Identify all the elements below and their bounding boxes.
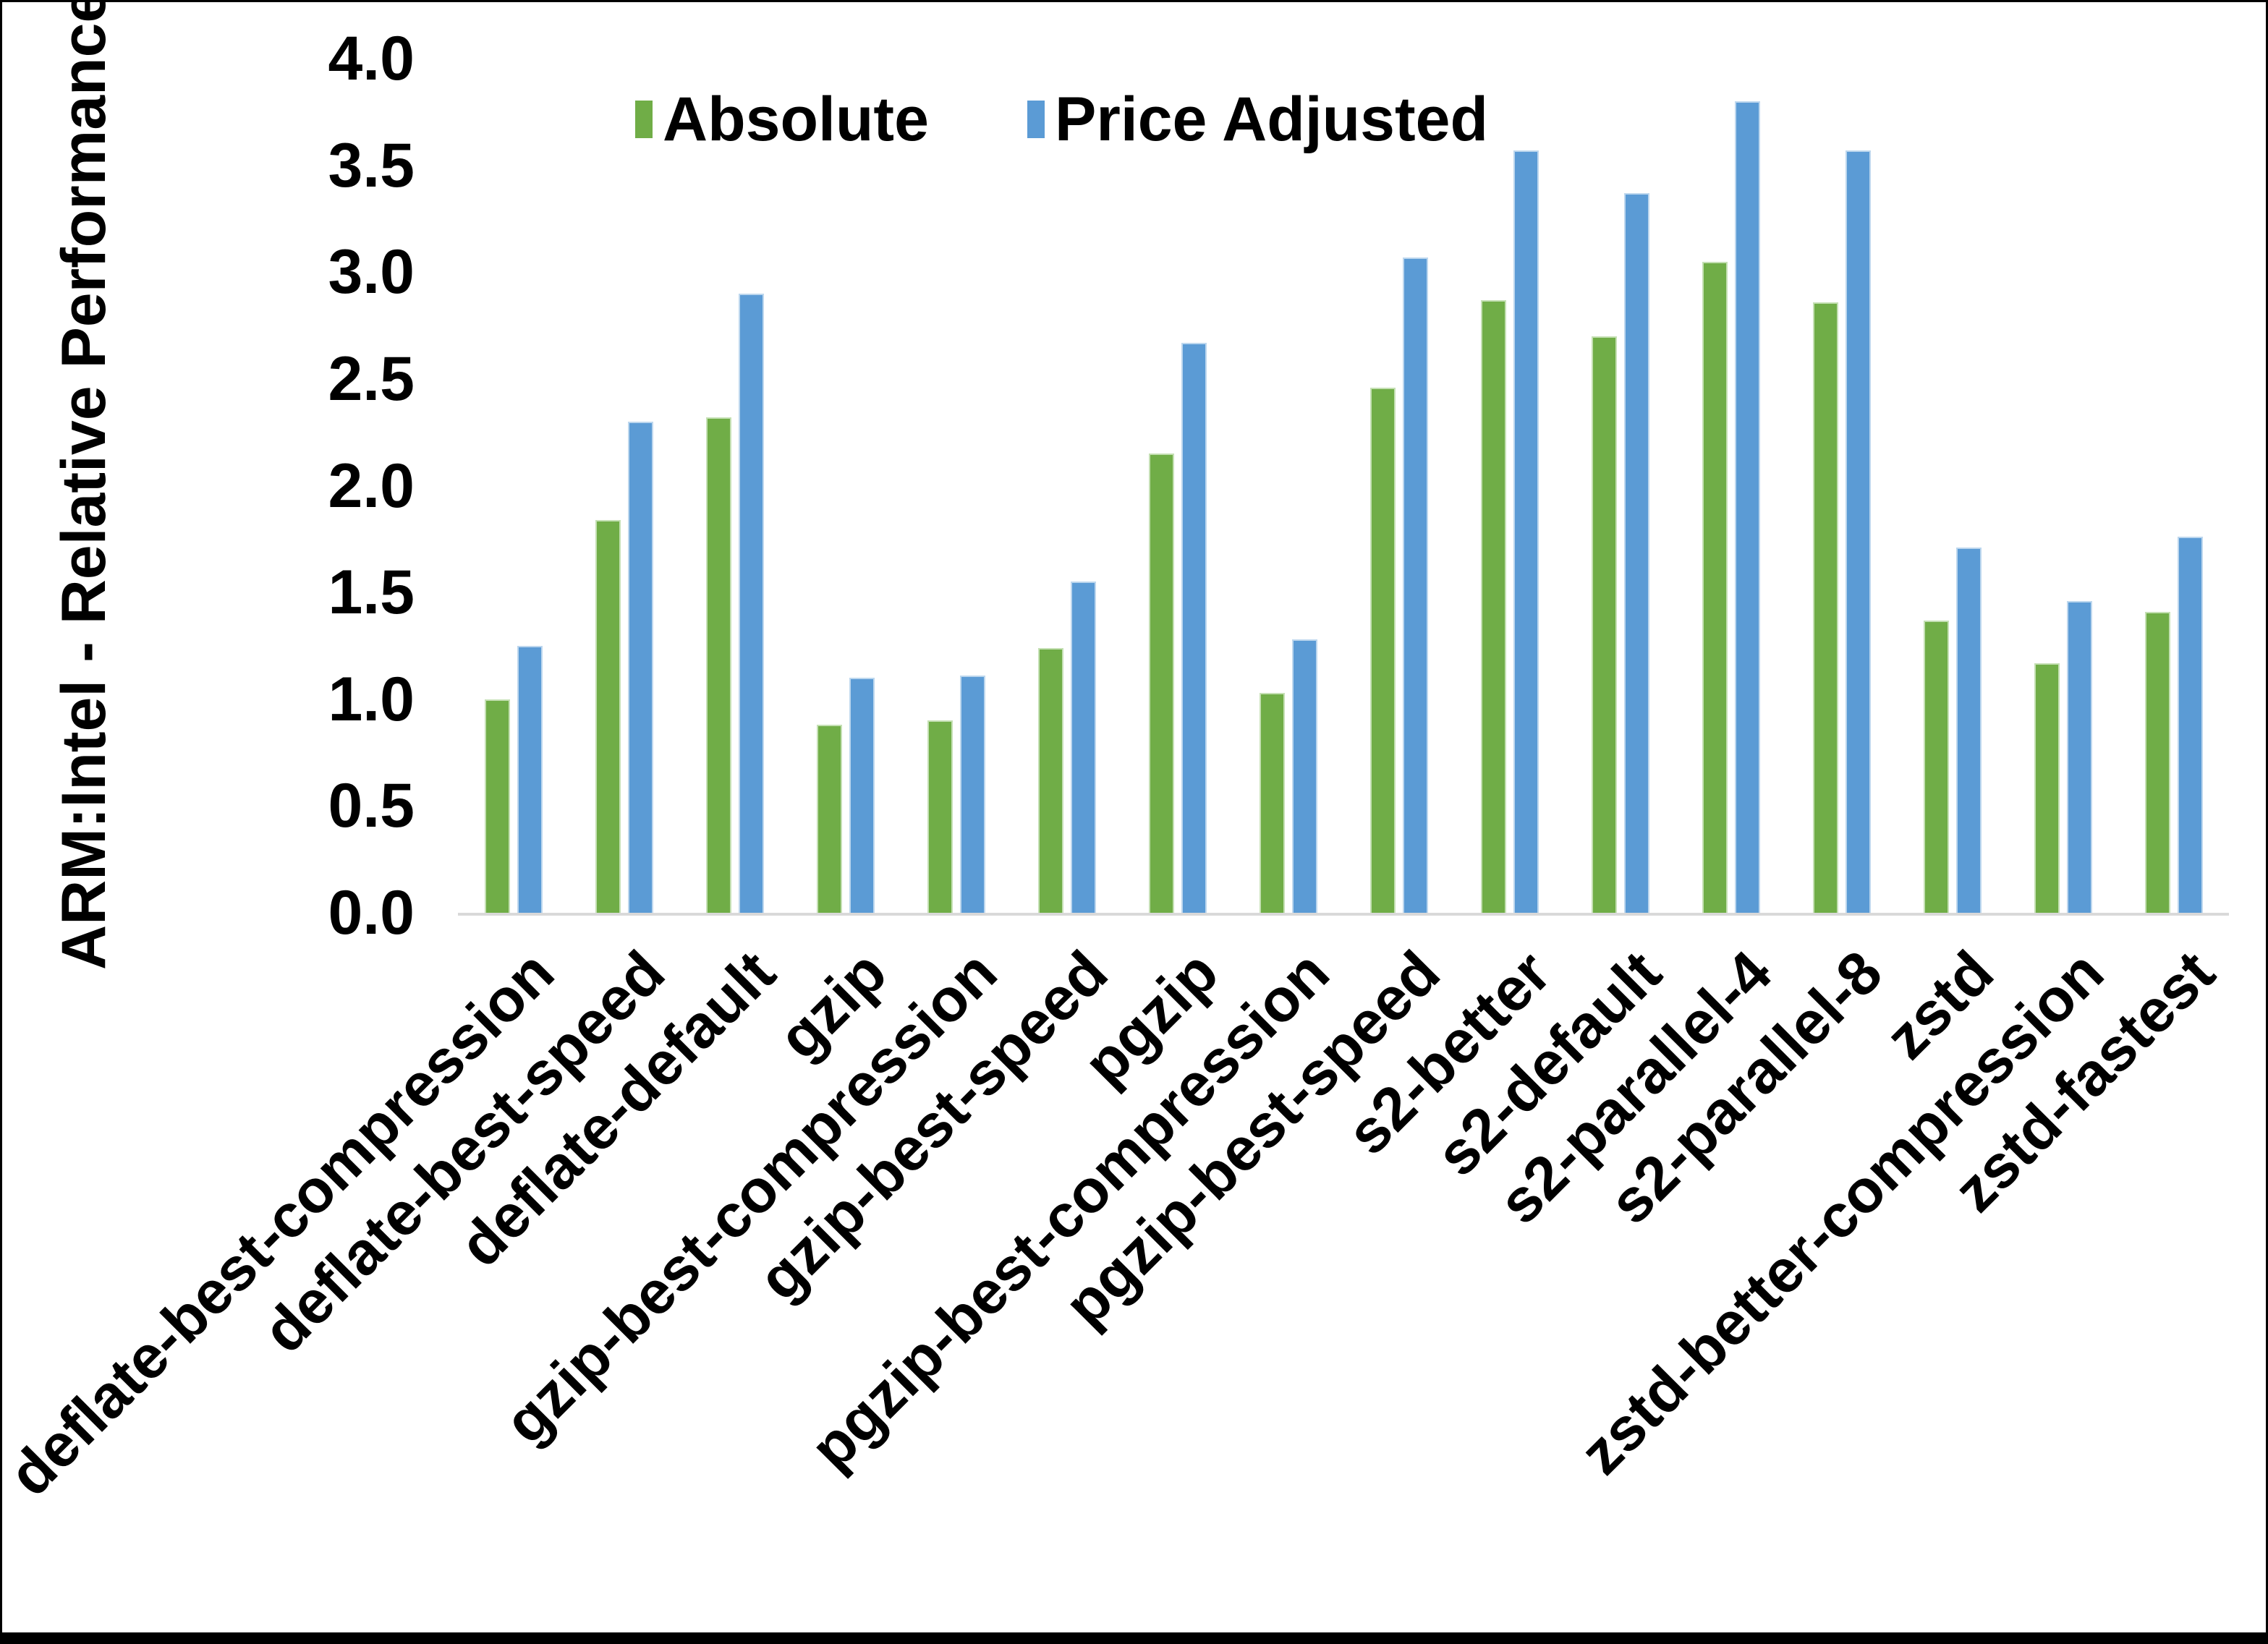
y-tick-label: 2.0 (328, 451, 415, 521)
y-tick-label: 0.5 (328, 771, 415, 841)
bar-absolute (2034, 663, 2060, 913)
y-tick-label: 1.5 (328, 558, 415, 628)
bar-absolute (1480, 299, 1506, 913)
bar-absolute (2144, 611, 2170, 913)
bar-absolute (1259, 692, 1285, 913)
bar-price-adjusted (517, 645, 543, 913)
y-tick-label: 3.5 (328, 130, 415, 200)
bar-price-adjusted (1402, 257, 1428, 913)
legend-swatch-price-adjusted-icon (1027, 101, 1045, 138)
y-tick-label: 3.0 (328, 237, 415, 307)
bar-absolute (1037, 647, 1063, 913)
bar-absolute (1148, 453, 1174, 913)
bar-absolute (1812, 302, 1838, 913)
bar-absolute (1591, 336, 1617, 913)
y-tick-label: 4.0 (328, 24, 415, 93)
plot-area (458, 59, 2229, 916)
bar-price-adjusted (2066, 600, 2092, 913)
bar-price-adjusted (1845, 150, 1871, 913)
bar-price-adjusted (1623, 193, 1649, 913)
bar-price-adjusted (1070, 582, 1096, 913)
y-tick-label: 2.5 (328, 344, 415, 414)
y-tick-label: 1.0 (328, 664, 415, 734)
bar-absolute (1702, 261, 1728, 913)
bar-absolute (1923, 620, 1949, 913)
legend-item-price-adjusted: Price Adjusted (1027, 85, 1488, 154)
bar-price-adjusted (2177, 537, 2203, 913)
bar-absolute (595, 519, 621, 913)
bar-price-adjusted (627, 421, 653, 913)
bar-price-adjusted (1291, 639, 1317, 913)
y-axis-title: ARM:Intel - Relative Performance (49, 0, 119, 970)
bar-absolute (816, 725, 842, 913)
bar-price-adjusted (738, 293, 764, 913)
bar-price-adjusted (1513, 150, 1539, 913)
y-tick-label: 0.0 (328, 878, 415, 947)
bar-absolute (484, 699, 510, 913)
bar-absolute (1369, 387, 1396, 913)
bar-price-adjusted (1734, 101, 1760, 913)
legend-swatch-absolute-icon (635, 101, 653, 138)
bar-price-adjusted (1181, 342, 1207, 913)
legend-item-absolute: Absolute (635, 85, 929, 154)
bar-price-adjusted (1955, 548, 1982, 913)
legend-label-absolute: Absolute (663, 85, 929, 154)
bar-price-adjusted (959, 676, 985, 913)
bar-absolute (927, 720, 953, 913)
bar-absolute (705, 417, 731, 913)
bottom-rule (2, 1632, 2266, 1642)
legend-label-price-adjusted: Price Adjusted (1055, 85, 1488, 154)
bar-price-adjusted (849, 678, 875, 913)
